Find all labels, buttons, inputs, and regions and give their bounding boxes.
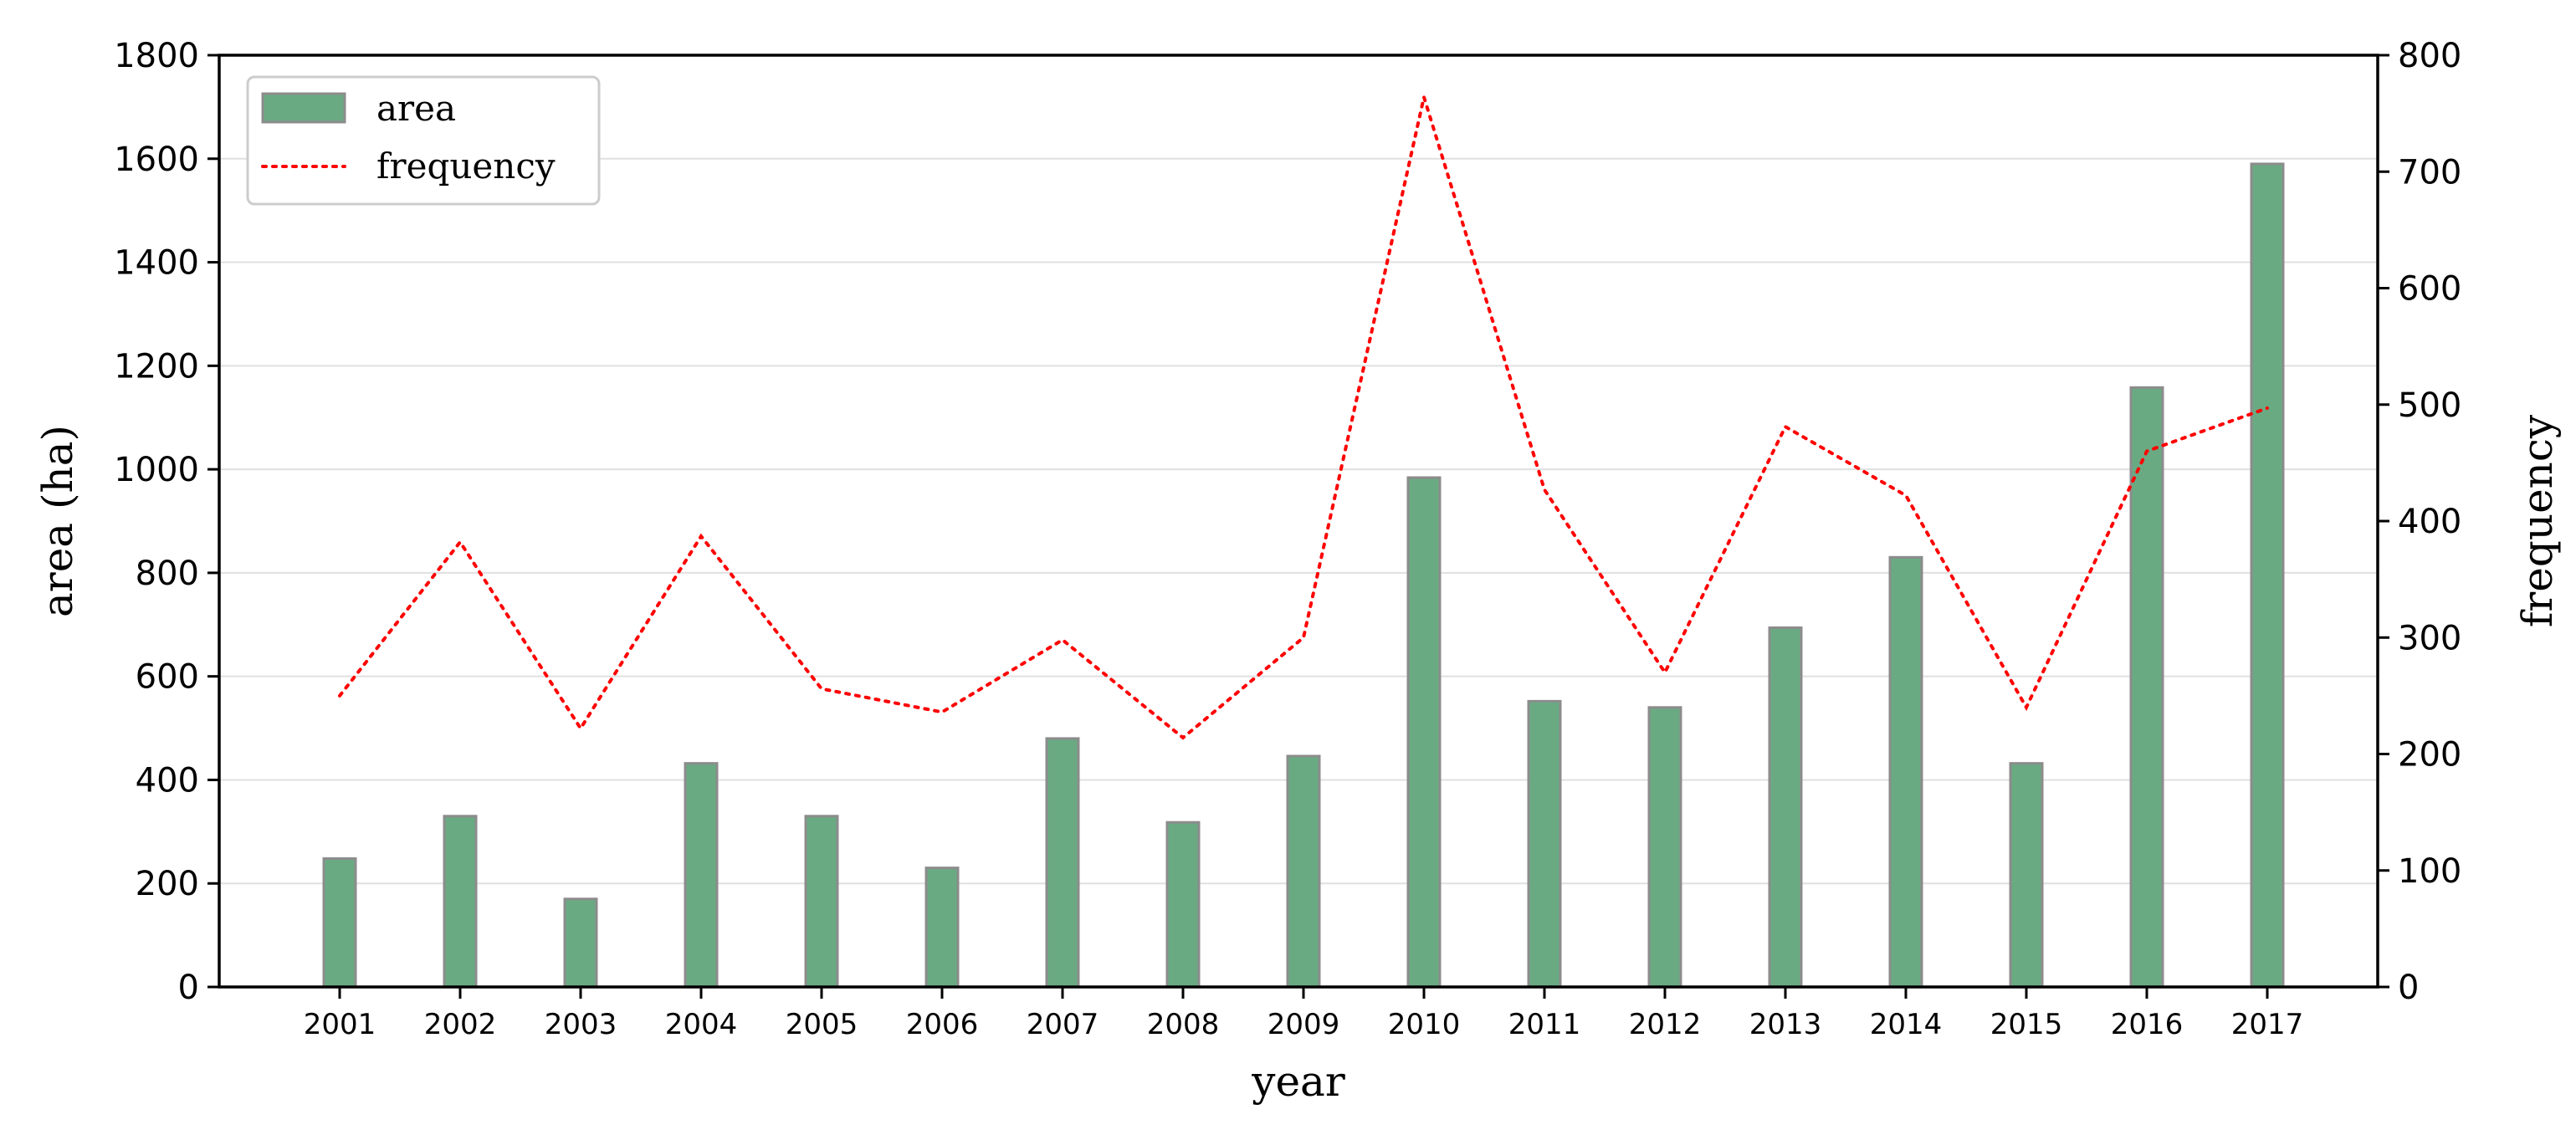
x-tick-label-2015: 2015 [1990, 1008, 2063, 1041]
y2-tick-label-700: 700 [2398, 153, 2461, 192]
x-tick-label-2008: 2008 [1147, 1008, 1220, 1041]
bar-area-2003 [563, 897, 598, 989]
y-tick-label-600: 600 [136, 658, 199, 697]
bar-area-2008 [1165, 821, 1201, 989]
x-tick-label-2002: 2002 [424, 1008, 497, 1041]
legend-label-area: area [376, 88, 456, 129]
y2-tick-label-200: 200 [2398, 736, 2461, 775]
bar-area-2013 [1768, 626, 1803, 989]
x-axis-title: year [1251, 1057, 1345, 1106]
y-axis-right-ticks: 0 100 200 300 400 500 600 700 800 [2378, 37, 2461, 1007]
x-tick-label-2004: 2004 [665, 1008, 738, 1041]
x-tick-label-2014: 2014 [1870, 1008, 1943, 1041]
legend-swatch-area [261, 92, 346, 124]
line-points-frequency [339, 97, 2268, 739]
bar-area-2012 [1647, 706, 1682, 989]
x-tick-label-2013: 2013 [1749, 1008, 1822, 1041]
x-tick-label-2011: 2011 [1508, 1008, 1581, 1041]
x-tick-label-2009: 2009 [1268, 1008, 1340, 1041]
y-axis-right-title: frequency [2513, 414, 2562, 627]
y-tick-label-1000: 1000 [114, 451, 199, 489]
bar-area-2010 [1406, 476, 1442, 989]
bar-area-2004 [684, 762, 719, 989]
y-tick-label-400: 400 [136, 761, 199, 800]
bar-series-area [322, 162, 2285, 989]
bar-area-2006 [924, 867, 960, 989]
y-tick-label-1600: 1600 [114, 141, 199, 179]
bar-area-2011 [1527, 699, 1562, 989]
y-tick-label-1400: 1400 [114, 244, 199, 283]
y-tick-label-1200: 1200 [114, 347, 199, 386]
y-tick-label-200: 200 [136, 865, 199, 903]
y-tick-label-0: 0 [178, 969, 199, 1007]
bar-area-2005 [804, 815, 839, 989]
y-axis-left-title: area (ha) [33, 425, 82, 617]
legend-label-frequency: frequency [376, 146, 556, 187]
x-tick-label-2006: 2006 [906, 1008, 979, 1041]
bar-area-2017 [2250, 162, 2285, 989]
x-tick-label-2017: 2017 [2231, 1008, 2304, 1041]
bar-area-2007 [1045, 737, 1080, 989]
x-tick-label-2012: 2012 [1629, 1008, 1702, 1041]
y2-tick-label-600: 600 [2398, 270, 2461, 309]
x-tick-label-2005: 2005 [786, 1008, 858, 1041]
y-tick-label-800: 800 [136, 555, 199, 593]
bar-area-2015 [2009, 762, 2044, 989]
legend: area frequency [246, 75, 601, 206]
bar-area-2001 [322, 857, 357, 989]
y2-tick-label-100: 100 [2398, 852, 2461, 891]
x-tick-label-2003: 2003 [545, 1008, 617, 1041]
y-tick-label-1800: 1800 [114, 37, 199, 75]
x-axis-ticks: 2001 2002 2003 2004 2005 2006 2007 2008 2009 2010… [304, 987, 2304, 1041]
y2-tick-label-800: 800 [2398, 37, 2461, 75]
y-axis-left-ticks: 0 200 400 600 800 1000 1200 1400 1600 1800 [114, 37, 219, 1007]
x-tick-label-2010: 2010 [1388, 1008, 1461, 1041]
x-tick-label-2001: 2001 [304, 1008, 376, 1041]
y2-tick-label-300: 300 [2398, 619, 2461, 657]
line-series-frequency [338, 90, 2269, 740]
y2-tick-label-400: 400 [2398, 503, 2461, 541]
bar-area-2002 [443, 815, 478, 989]
x-tick-label-2016: 2016 [2111, 1008, 2184, 1041]
bar-area-2009 [1286, 754, 1321, 989]
bar-area-2016 [2129, 386, 2164, 989]
y2-tick-label-500: 500 [2398, 386, 2461, 425]
x-tick-label-2007: 2007 [1027, 1008, 1099, 1041]
bar-area-2014 [1888, 555, 1923, 989]
y2-tick-label-0: 0 [2398, 969, 2419, 1007]
